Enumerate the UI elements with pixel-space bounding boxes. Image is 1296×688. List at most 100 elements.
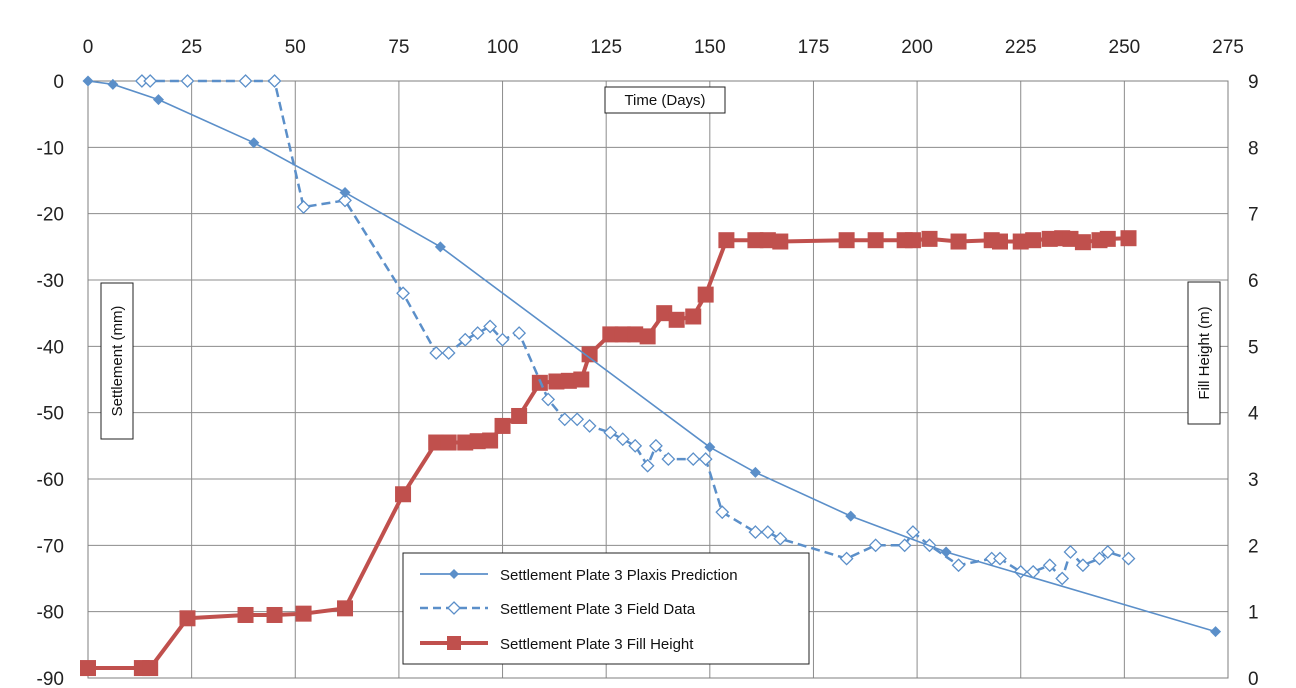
- x-tick-label: 200: [901, 37, 933, 58]
- data-point: [1063, 545, 1078, 559]
- y-axis-ticks: 0 -10 -20 -30 -40 -50 -60 -70 -80 -90: [37, 72, 64, 688]
- y2-tick-label: 2: [1248, 536, 1259, 557]
- data-point: [494, 417, 511, 434]
- data-point: [715, 505, 730, 520]
- data-point: [602, 326, 619, 343]
- data-point: [457, 434, 474, 451]
- y2-tick-label: 0: [1248, 669, 1259, 688]
- data-point: [238, 74, 253, 88]
- data-point: [940, 546, 952, 558]
- data-point: [640, 458, 655, 473]
- y-axis-title-box: Settlement (mm): [100, 282, 134, 440]
- data-point: [1099, 230, 1116, 247]
- legend-label-plaxis-prediction: Settlement Plate 3 Plaxis Prediction: [500, 567, 738, 584]
- data-point: [570, 412, 585, 427]
- legend: Settlement Plate 3 Plaxis Prediction Set…: [402, 552, 810, 665]
- data-point: [440, 434, 457, 451]
- legend-box: [402, 552, 810, 665]
- x-axis-ticks: 0 25 50 75 100 125 150 175 200 225 250 275: [83, 37, 1244, 58]
- data-point: [483, 319, 498, 334]
- data-point: [142, 660, 159, 677]
- data-point: [772, 233, 789, 250]
- legend-marker-filled-diamond: [449, 569, 459, 579]
- data-point: [143, 74, 158, 88]
- series-settlement-plate-3-field-data: [134, 74, 1136, 586]
- y-tick-label: -80: [37, 603, 64, 624]
- plot-area-frame: [87, 80, 1229, 679]
- y2-tick-label: 4: [1248, 404, 1259, 425]
- data-point: [470, 326, 485, 340]
- y-tick-label: -60: [37, 470, 64, 491]
- legend-marker-filled-square: [447, 636, 461, 650]
- data-point: [747, 232, 764, 249]
- x-tick-label: 175: [798, 37, 830, 58]
- data-point: [339, 186, 351, 198]
- y2-axis-title-box: Fill Height (m): [1187, 281, 1221, 425]
- data-point: [296, 200, 311, 214]
- x-tick-label: 50: [285, 37, 306, 58]
- data-point: [993, 551, 1007, 566]
- data-point: [760, 525, 775, 539]
- data-point: [921, 230, 938, 247]
- data-point: [152, 94, 164, 106]
- data-point: [639, 328, 656, 345]
- data-point: [180, 74, 195, 88]
- x-tick-label: 75: [388, 37, 409, 58]
- data-point: [704, 441, 716, 453]
- y2-tick-label: 5: [1248, 337, 1259, 358]
- y-tick-label: -70: [37, 536, 64, 557]
- data-point: [1062, 230, 1079, 247]
- x-axis-title: Time (Days): [624, 92, 705, 109]
- data-point: [560, 372, 577, 389]
- data-point: [1092, 551, 1107, 566]
- data-point: [839, 551, 854, 566]
- x-tick-label: 100: [487, 37, 519, 58]
- data-point: [697, 286, 714, 303]
- y-tick-label: -20: [37, 205, 64, 226]
- data-point: [749, 466, 761, 478]
- data-point: [458, 332, 473, 347]
- x-axis-title-box: Time (Days): [604, 86, 726, 114]
- y2-tick-label: 8: [1248, 138, 1259, 159]
- data-point: [1041, 230, 1058, 247]
- data-point: [603, 425, 618, 440]
- y-tick-label: -40: [37, 337, 64, 358]
- y-tick-label: -90: [37, 669, 64, 688]
- data-point: [248, 137, 260, 149]
- y2-tick-label: 9: [1248, 72, 1259, 93]
- series-settlement-plate-3-fill-height: [80, 230, 1137, 677]
- y-tick-label: -10: [37, 138, 64, 159]
- data-point: [495, 332, 510, 347]
- y-tick-label: -30: [37, 271, 64, 292]
- data-point: [1100, 545, 1115, 559]
- data-point: [266, 606, 283, 623]
- data-point: [698, 452, 713, 467]
- data-point: [951, 558, 966, 573]
- data-point: [773, 531, 788, 546]
- data-point: [1120, 230, 1137, 247]
- x-tick-label: 25: [181, 37, 202, 58]
- legend-label-fill-height: Settlement Plate 3 Fill Height: [500, 636, 694, 653]
- y2-tick-label: 6: [1248, 271, 1259, 292]
- data-point: [656, 305, 673, 322]
- y2-tick-label: 1: [1248, 603, 1259, 624]
- data-point: [1042, 558, 1057, 573]
- data-point: [511, 407, 528, 424]
- y2-axis-ticks: 9 8 7 6 5 4 3 2 1 0: [1248, 72, 1259, 688]
- data-point: [557, 412, 572, 427]
- data-point: [649, 438, 663, 453]
- data-point: [661, 452, 676, 467]
- data-point: [950, 233, 967, 250]
- data-point: [867, 232, 884, 249]
- data-point: [434, 241, 446, 253]
- data-point: [686, 452, 701, 467]
- x-tick-label: 250: [1109, 37, 1141, 58]
- data-point: [1012, 233, 1029, 250]
- data-point: [581, 346, 598, 363]
- y-tick-label: 0: [53, 72, 64, 93]
- y2-tick-label: 3: [1248, 470, 1259, 491]
- data-point: [1121, 551, 1136, 566]
- data-point: [614, 326, 631, 343]
